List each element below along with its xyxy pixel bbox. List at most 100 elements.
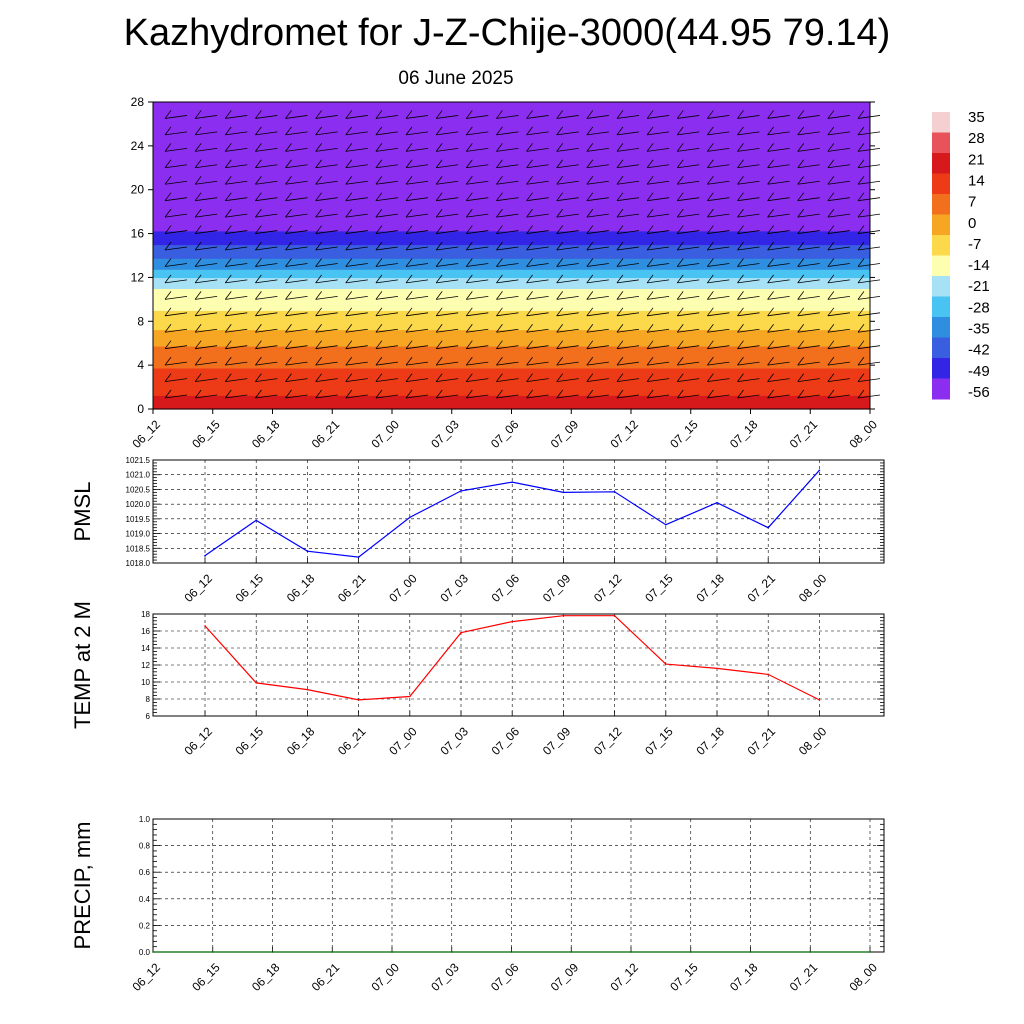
x-tick-label: 06_18 — [284, 571, 318, 605]
wind-barb — [405, 295, 429, 300]
wind-barb-flag — [194, 274, 202, 284]
temperature-band — [153, 181, 870, 185]
wind-barb-flag — [737, 143, 744, 152]
wind-barb — [707, 147, 730, 152]
y-tick-label: 12 — [141, 661, 150, 670]
wind-barb — [405, 279, 429, 284]
temperature-band — [153, 313, 870, 317]
wind-barb-flag — [194, 291, 202, 300]
wind-barb-flag — [737, 110, 744, 119]
wind-barb — [767, 263, 790, 267]
x-tick-label: 07_15 — [667, 960, 701, 994]
data-point — [204, 554, 206, 557]
wind-barb-flag — [465, 175, 473, 185]
wind-barb — [285, 213, 308, 218]
wind-barb-flag — [526, 241, 533, 251]
wind-barb — [195, 131, 218, 136]
wind-barb-flag — [616, 192, 624, 201]
wind-barb-flag — [255, 241, 262, 251]
wind-barb — [767, 230, 790, 234]
wind-barb — [677, 131, 700, 136]
data-point — [255, 519, 257, 522]
wind-barb-flag — [616, 324, 624, 333]
wind-barb — [586, 115, 609, 119]
temperature-band — [153, 299, 870, 303]
wind-barb — [164, 378, 188, 382]
wind-barb-flag — [164, 159, 172, 169]
temperature-band — [153, 197, 870, 202]
y-tick-label: 16 — [131, 227, 145, 241]
wind-barb — [164, 328, 188, 333]
wind-barb-flag — [616, 373, 624, 382]
wind-barb — [647, 164, 670, 169]
wind-barb — [616, 147, 640, 152]
y-tick-label: 1021.0 — [126, 471, 151, 480]
wind-barb — [375, 213, 398, 218]
x-tick-label: 06_12 — [129, 417, 163, 451]
wind-barb — [315, 213, 338, 218]
wind-barb-flag — [797, 274, 805, 284]
wind-barb — [496, 312, 519, 317]
wind-barb-flag — [224, 175, 232, 185]
temperature-field — [153, 102, 870, 410]
wind-barb-flag — [827, 192, 835, 201]
y-tick-label: 0.4 — [139, 895, 151, 904]
wind-barb — [556, 180, 579, 185]
temperature-band — [153, 126, 870, 131]
colorbar-label: -14 — [968, 257, 990, 274]
data-point — [818, 469, 821, 472]
wind-barb-flag — [164, 126, 172, 136]
wind-barb-flag — [465, 225, 473, 234]
temperature-band — [153, 406, 870, 410]
x-tick-label: 06_12 — [181, 571, 215, 605]
wind-barb — [466, 263, 489, 267]
wind-barb-flag — [707, 307, 714, 317]
temperature-band — [153, 291, 870, 295]
wind-barb-flag — [737, 324, 744, 333]
temperature-band — [153, 165, 870, 169]
wind-barb — [797, 394, 820, 399]
wind-barb — [285, 361, 308, 366]
wind-barb — [767, 131, 790, 136]
wind-barb — [466, 328, 489, 333]
wind-barb — [616, 394, 640, 399]
wind-barb — [526, 263, 549, 267]
wind-barb — [405, 394, 429, 399]
x-tick-label: 07_00 — [386, 724, 420, 758]
temperature-band — [153, 285, 870, 289]
wind-barb — [255, 164, 278, 169]
wind-barb-flag — [767, 175, 774, 185]
wind-barb — [375, 115, 398, 119]
wind-barb-flag — [827, 143, 835, 152]
wind-barb — [737, 246, 760, 251]
wind-barb — [225, 246, 248, 251]
wind-barb — [255, 361, 278, 366]
temperature-band — [153, 154, 870, 158]
wind-barb — [857, 164, 881, 169]
wind-barb-flag — [526, 307, 533, 317]
y-tick-label: 1020.0 — [126, 500, 151, 509]
wind-barb-flag — [194, 110, 202, 119]
temperature-band — [153, 362, 870, 366]
wind-barb — [466, 131, 489, 136]
wind-barb-flag — [676, 274, 684, 284]
x-tick-label: 07_12 — [591, 724, 625, 758]
wind-barb — [737, 230, 760, 234]
x-tick-label: 07_21 — [745, 724, 779, 758]
wind-barb-flag — [857, 324, 865, 333]
wind-barb — [315, 263, 338, 267]
wind-barb-flag — [646, 192, 654, 201]
wind-barb — [677, 147, 700, 152]
colorbar-label: -35 — [968, 321, 990, 338]
wind-barb-flag — [375, 307, 383, 317]
wind-barb — [586, 213, 609, 218]
wind-barb-flag — [556, 126, 564, 136]
temperature-band — [153, 398, 870, 402]
wind-barb-flag — [465, 110, 473, 119]
wind-barb-flag — [345, 241, 353, 251]
wind-barb — [255, 295, 278, 300]
wind-barb — [526, 164, 549, 169]
wind-barb — [164, 263, 188, 267]
temperature-band — [153, 222, 870, 226]
wind-barb-flag — [496, 143, 503, 152]
